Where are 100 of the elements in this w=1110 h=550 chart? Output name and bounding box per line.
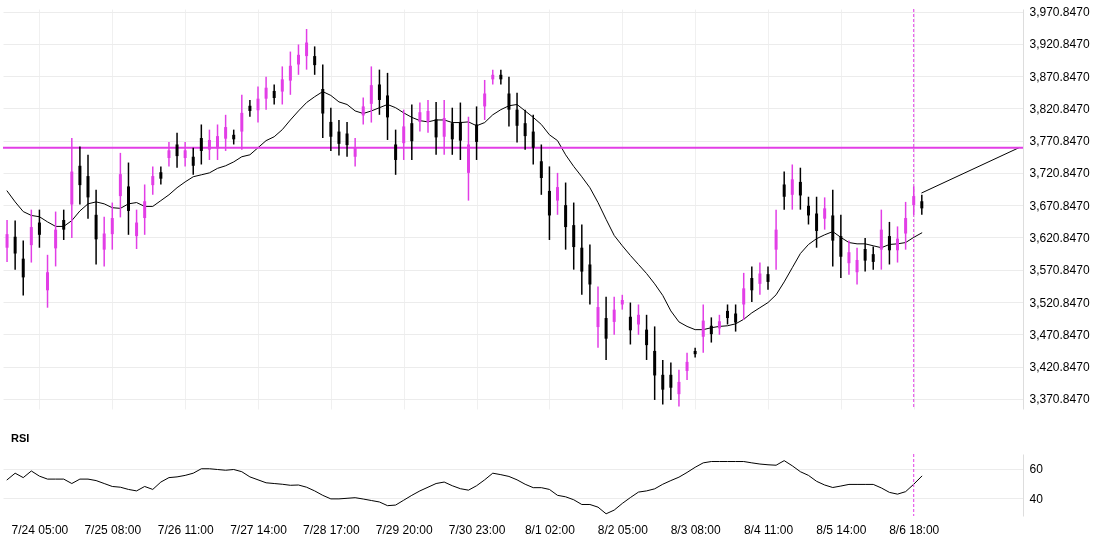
y-tick-label: 3,420.8470 bbox=[1029, 360, 1090, 375]
candlestick bbox=[604, 295, 608, 361]
candlestick bbox=[272, 83, 276, 106]
x-tick-label: 7/27 14:00 bbox=[230, 522, 288, 537]
candlestick bbox=[685, 352, 689, 381]
candlestick bbox=[264, 75, 268, 111]
x-tick-label: 8/3 08:00 bbox=[670, 522, 721, 537]
candlestick bbox=[337, 119, 341, 157]
candlestick bbox=[46, 254, 50, 309]
candlestick bbox=[313, 45, 317, 76]
candlestick bbox=[717, 314, 721, 336]
candlestick bbox=[790, 163, 794, 211]
x-tick-label: 8/1 02:00 bbox=[524, 522, 576, 537]
candlestick bbox=[329, 106, 333, 152]
candlestick bbox=[523, 108, 527, 151]
x-tick-label: 7/26 11:00 bbox=[157, 522, 214, 537]
candlestick bbox=[677, 368, 681, 408]
candlestick bbox=[483, 79, 487, 121]
candlestick bbox=[758, 261, 762, 296]
candlestick bbox=[434, 101, 438, 156]
candlestick bbox=[782, 170, 786, 211]
candlestick bbox=[612, 295, 616, 336]
candlestick bbox=[29, 208, 33, 264]
candlestick bbox=[450, 106, 454, 156]
candlestick bbox=[78, 145, 82, 206]
candlestick bbox=[896, 225, 900, 264]
candlestick bbox=[588, 243, 592, 306]
candlestick bbox=[126, 161, 130, 236]
candlestick bbox=[305, 28, 309, 71]
candlestick bbox=[458, 101, 462, 161]
candlestick bbox=[556, 172, 560, 216]
y-tick-label: 3,770.8470 bbox=[1029, 134, 1090, 149]
candlestick bbox=[248, 99, 252, 118]
candlestick bbox=[531, 114, 535, 166]
candlestick bbox=[580, 223, 584, 296]
candlestick bbox=[5, 219, 9, 263]
y-tick-label: 3,920.8470 bbox=[1029, 37, 1090, 52]
candlestick bbox=[847, 239, 851, 276]
candlestick bbox=[54, 210, 58, 268]
chart-title: RSI bbox=[11, 431, 30, 444]
x-tick-label: 7/28 17:00 bbox=[303, 522, 361, 537]
candlestick bbox=[539, 143, 543, 196]
candlestick bbox=[798, 166, 802, 211]
candlestick bbox=[661, 359, 665, 406]
candlestick bbox=[110, 201, 114, 251]
x-tick-label: 7/29 20:00 bbox=[375, 522, 433, 537]
candlestick bbox=[920, 194, 924, 216]
candlestick bbox=[256, 85, 260, 124]
candlestick bbox=[475, 105, 479, 161]
candlestick bbox=[394, 128, 398, 176]
y-tick-label: 3,870.8470 bbox=[1029, 69, 1090, 84]
candlestick bbox=[175, 132, 179, 169]
y-tick-label: 3,670.8470 bbox=[1029, 198, 1090, 213]
candlestick bbox=[143, 183, 147, 236]
y-tick-label: 3,520.8470 bbox=[1029, 295, 1090, 310]
x-tick-label: 7/30 23:00 bbox=[448, 522, 506, 537]
candlestick bbox=[839, 214, 843, 279]
candlestick bbox=[701, 303, 705, 354]
candlestick bbox=[645, 314, 649, 361]
candlestick bbox=[361, 96, 365, 126]
candlestick bbox=[410, 103, 414, 161]
candlestick bbox=[766, 265, 770, 291]
candlestick bbox=[669, 361, 673, 401]
candlestick bbox=[742, 272, 746, 321]
y-tick-label: 3,470.8470 bbox=[1029, 327, 1090, 342]
candlestick bbox=[21, 239, 25, 297]
candlestick bbox=[191, 146, 195, 176]
candlestick bbox=[345, 121, 349, 158]
candlestick bbox=[199, 123, 203, 166]
candlestick bbox=[418, 101, 422, 133]
candlestick bbox=[102, 215, 106, 268]
candlestick bbox=[13, 219, 17, 271]
candlestick bbox=[726, 303, 730, 326]
x-tick-label: 8/6 18:00 bbox=[889, 522, 940, 537]
candlestick bbox=[572, 201, 576, 271]
candlestick bbox=[750, 265, 754, 303]
candlestick bbox=[887, 221, 891, 266]
y-tick-label: 40 bbox=[1029, 491, 1044, 506]
candlestick bbox=[855, 246, 859, 286]
candlestick bbox=[823, 196, 827, 231]
candlestick bbox=[118, 152, 122, 219]
y-tick-label: 3,820.8470 bbox=[1029, 101, 1090, 116]
candlestick bbox=[86, 154, 90, 220]
candlestick bbox=[37, 208, 41, 249]
candlestick bbox=[159, 165, 163, 186]
y-tick-label: 3,570.8470 bbox=[1029, 263, 1090, 278]
candlestick bbox=[815, 195, 819, 249]
candlestick bbox=[871, 245, 875, 271]
candlestick bbox=[426, 99, 430, 134]
candlestick bbox=[904, 201, 908, 251]
y-tick-label: 3,970.8470 bbox=[1029, 5, 1090, 20]
candlestick bbox=[62, 208, 66, 241]
y-tick-label: 60 bbox=[1029, 462, 1044, 477]
line-series bbox=[6, 460, 923, 515]
candlestick bbox=[151, 165, 155, 196]
y-tick-label: 3,370.8470 bbox=[1029, 392, 1090, 407]
x-tick-label: 8/2 05:00 bbox=[597, 522, 649, 537]
x-tick-label: 8/5 14:00 bbox=[816, 522, 867, 537]
candlestick bbox=[564, 181, 568, 251]
candlestick bbox=[288, 50, 292, 96]
